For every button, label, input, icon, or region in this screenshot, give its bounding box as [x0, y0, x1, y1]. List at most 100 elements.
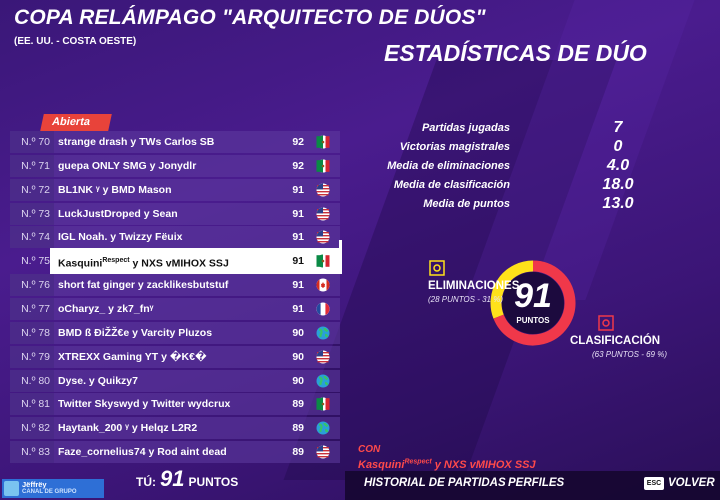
your-points: 91: [160, 466, 185, 491]
flag: [316, 397, 330, 411]
partner-name: KasquiniRespect y NXS vMIHOX SSJ: [358, 458, 536, 471]
team-name: short fat ginger y zacklikesbutstuf: [58, 274, 288, 296]
leaderboard-row[interactable]: N.º 82 Haytank_200 ᵞ y Helqz L2R2 89: [10, 417, 340, 440]
partner-tag: Respect: [404, 458, 432, 466]
stat-label: Media de eliminaciones: [387, 160, 510, 172]
leaderboard-row[interactable]: N.º 77 oCharyz_ y zk7_fnᵞ 91: [10, 297, 340, 320]
segment-label: CLASIFICACIÓN: [570, 335, 661, 347]
team-player: Twitter Skyswyd y Twitter wydcrux: [58, 398, 231, 411]
points: 89: [292, 398, 304, 411]
stat-label: Partidas jugadas: [421, 122, 510, 134]
team-player: BMD ß ĐiŽŽ€e y Varcity Pluzos: [58, 326, 213, 339]
flag: [316, 302, 330, 316]
flag: [316, 421, 330, 435]
nav-history[interactable]: HISTORIAL DE PARTIDAS: [364, 477, 506, 489]
partner-rest: y NXS vMIHOX SSJ: [431, 459, 536, 471]
points: 91: [292, 207, 304, 220]
leaderboard-row[interactable]: N.º 78 BMD ß ĐiŽŽ€e y Varcity Pluzos 90: [10, 321, 340, 344]
partner: CON KasquiniRespect y NXS vMIHOX SSJ: [358, 444, 536, 473]
partner-player: Kasquini: [358, 459, 405, 471]
your-score: TÚ: 91 PUNTOS: [136, 466, 238, 492]
leaderboard-row[interactable]: N.º 71 guepa ONLY SMG y Jonydlr 92: [10, 154, 340, 177]
rank: N.º 83: [10, 441, 54, 464]
rank: N.º 72: [10, 178, 54, 201]
title: COPA RELÁMPAGO "ARQUITECTO DE DÚOS": [14, 6, 486, 29]
flag: [316, 207, 330, 221]
player-card[interactable]: Jëffrëy CANAL DE GRUPO: [2, 479, 104, 498]
segment-detail-part: PUNTOS -: [603, 350, 647, 359]
leaderboard-row[interactable]: N.º 80 Dyse. y Quikzy7 90: [10, 369, 340, 392]
segment-detail: (28 PUNTOS - 31 %): [428, 295, 503, 304]
team-player: LuckJustDroped y Sean: [58, 207, 178, 220]
team-name: LuckJustDroped y Sean: [58, 203, 288, 225]
points: 89: [292, 422, 304, 435]
donut-total: 91: [514, 277, 552, 315]
key-hint: ESC: [644, 477, 664, 490]
leaderboard-row[interactable]: N.º 76 short fat ginger y zacklikesbutstu…: [10, 274, 340, 297]
leaderboard-row[interactable]: N.º 72 BL1NK ᵞ y BMD Mason 91: [10, 178, 340, 201]
donut-inner: [502, 272, 564, 334]
rank: N.º 76: [10, 274, 54, 297]
leaderboard-row[interactable]: N.º 79 XTREXX Gaming YT y �K€� 90: [10, 345, 340, 368]
flag: [316, 159, 330, 173]
team-player: Dyse. y Quikzy7: [58, 374, 138, 387]
flag: [316, 374, 330, 387]
rank: N.º 75: [21, 255, 50, 268]
team-rest: y NXS vMIHOX SSJ: [129, 257, 229, 270]
stat-label: Victorias magistrales: [399, 141, 510, 153]
segment-detail-part: 69: [646, 350, 656, 359]
team-name: BL1NK ᵞ y BMD Mason: [58, 179, 288, 201]
flag: [316, 326, 330, 340]
points: 92: [292, 159, 304, 172]
your-unit: PUNTOS: [188, 475, 239, 489]
team-name: Haytank_200 ᵞ y Helqz L2R2: [58, 417, 288, 439]
leaderboard-row[interactable]: N.º 70 strange drash y TWs Carlos SB 92: [10, 131, 340, 153]
team-player: IGL Noah. y Twizzy Fëuix: [58, 231, 183, 244]
team-name: Dyse. y Quikzy7: [58, 370, 288, 392]
rank: N.º 80: [10, 369, 54, 392]
leaderboard-row[interactable]: N.º 74 IGL Noah. y Twizzy Fëuix 91: [10, 226, 340, 249]
segment-detail-part: 31: [482, 295, 492, 304]
team-tag: Respect: [102, 257, 130, 265]
rank: N.º 73: [10, 202, 54, 225]
team-name: Twitter Skyswyd y Twitter wydcrux: [58, 393, 288, 415]
leaderboard-row[interactable]: N.º 81 Twitter Skyswyd y Twitter wydcrux 8…: [10, 393, 340, 416]
points: 91: [292, 302, 304, 315]
back-button[interactable]: VOLVER: [668, 477, 715, 489]
leaderboard-row[interactable]: N.º 83 Faze_cornelius74 y Rod aint dead 89: [10, 441, 340, 464]
flag: [316, 350, 330, 364]
segment-icon-dot: [433, 264, 441, 272]
stat-value: 0: [613, 138, 623, 155]
scrollbar: [339, 240, 342, 274]
nav-profiles[interactable]: PERFILES: [508, 477, 565, 489]
points: 90: [292, 326, 304, 339]
segment-detail: (63 PUNTOS - 69 %): [592, 350, 667, 359]
flag: [316, 278, 330, 292]
region: (EE. UU. - COSTA OESTE): [14, 36, 137, 47]
segment-detail-part: PUNTOS -: [439, 295, 483, 304]
rank: N.º 70: [10, 131, 54, 153]
team-player: BL1NK ᵞ y BMD Mason: [58, 183, 172, 196]
segment-detail-part: %): [491, 295, 504, 304]
team-name: oCharyz_ y zk7_fnᵞ: [58, 298, 288, 320]
donut-segment: [490, 260, 534, 319]
team-player: Kasquini: [58, 257, 103, 270]
stat-value: 13.0: [602, 195, 634, 212]
team-player: Haytank_200 ᵞ y Helqz L2R2: [58, 422, 198, 435]
rank: N.º 82: [10, 417, 54, 440]
donut-segment: [493, 260, 576, 346]
leaderboard-row[interactable]: N.º 75 KasquiniRespect y NXS vMIHOX SSJ 91: [10, 248, 340, 275]
leaderboard-row[interactable]: N.º 73 LuckJustDroped y Sean 91: [10, 202, 340, 225]
team-player: Faze_cornelius74 y Rod aint dead: [58, 446, 227, 459]
points: 92: [292, 136, 304, 148]
segment-detail-part: 28: [430, 295, 440, 304]
points: 91: [292, 255, 304, 268]
stat-value: 18.0: [602, 176, 634, 193]
partner-prefix: CON: [358, 444, 381, 455]
rank: N.º 79: [10, 345, 54, 368]
row-highlight: [50, 248, 339, 275]
stat-value: 7: [613, 119, 623, 136]
team-player: XTREXX Gaming YT y �K€�: [58, 350, 207, 363]
